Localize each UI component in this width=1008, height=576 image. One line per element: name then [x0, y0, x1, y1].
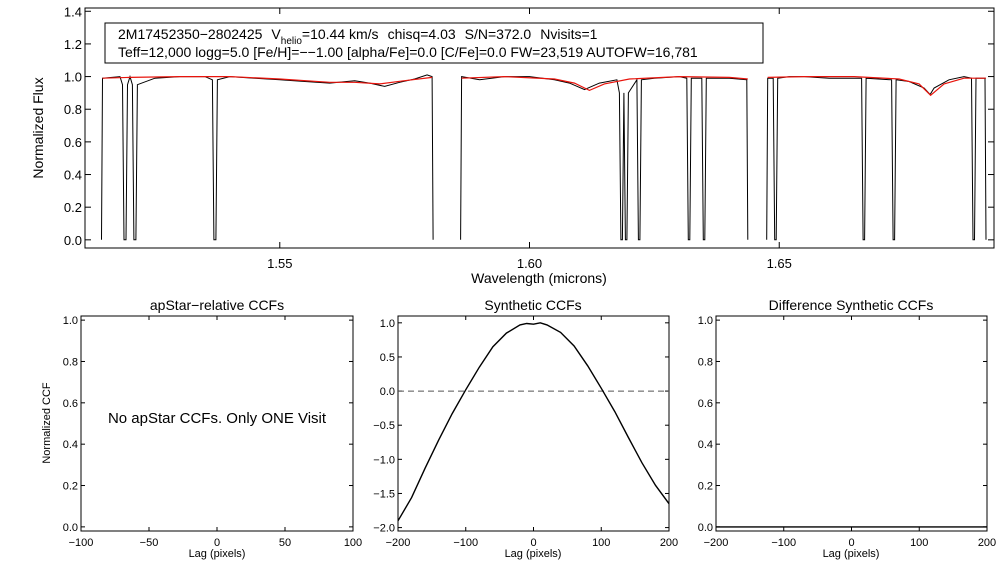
y-tick-label: 0.4: [63, 439, 78, 451]
vhelio-label: V: [271, 26, 281, 42]
synthetic-ccf-panel: Synthetic CCFs −200 −100 0 100 200 −2.0 −1.5 −1…: [373, 297, 678, 560]
y-tick-label: 0.0: [380, 386, 395, 398]
x-tick-label: −100: [771, 537, 796, 549]
x-tick-label: 1.65: [767, 256, 792, 271]
difference-ccf-title: Difference Synthetic CCFs: [769, 297, 934, 313]
synthetic-ccf-curve: [397, 322, 670, 522]
star-id: 2M17452350−2802425: [118, 26, 263, 42]
observed-spectrum: [101, 74, 987, 241]
y-tick-label: 0.5: [380, 352, 395, 364]
y-tick-label: 0.2: [64, 200, 82, 215]
y-tick-label: −0.5: [373, 420, 395, 432]
observed-chip-3: [766, 76, 987, 241]
spectrum-ylabel: Normalized Flux: [30, 77, 46, 178]
x-tick-label: −50: [140, 537, 159, 549]
synthetic-ccf-lines: [397, 322, 670, 522]
difference-ccf-panel: Difference Synthetic CCFs −200 −100 0 100 20…: [698, 297, 996, 560]
vhelio-subscript: helio: [281, 36, 303, 47]
apstar-ccf-ticks: −100 −50 0 50 100 0.0 0.2 0.4 0.6 0.8 1.0: [63, 315, 362, 549]
y-tick-label: 0.0: [698, 522, 713, 534]
y-tick-label: 1.2: [64, 37, 82, 52]
synthetic-ccf-title: Synthetic CCFs: [484, 297, 581, 313]
y-tick-label: 1.4: [64, 4, 82, 19]
x-tick-label: 200: [660, 537, 678, 549]
x-tick-label: 100: [344, 537, 362, 549]
synthetic-ccf-xlabel: Lag (pixels): [505, 548, 562, 560]
model-chip-3: [767, 75, 986, 97]
model-chip-1: [102, 75, 433, 85]
info-line-1: 2M17452350−2802425 Vhelio=10.44 km/s chisq…: [118, 26, 598, 47]
y-tick-label: 0.8: [698, 356, 713, 368]
snr-value: S/N=372.0: [465, 26, 532, 42]
y-tick-label: 0.4: [64, 168, 82, 183]
chisq-value: chisq=4.03: [388, 26, 456, 42]
no-ccf-message: No apStar CCFs. Only ONE Visit: [108, 410, 327, 427]
difference-ccf-xlabel: Lag (pixels): [823, 548, 880, 560]
vhelio-value: =10.44 km/s: [302, 26, 379, 42]
x-tick-label: 200: [978, 537, 996, 549]
y-tick-label: 1.0: [64, 70, 82, 85]
y-tick-label: 1.0: [63, 315, 78, 327]
apstar-ccf-xlabel: Lag (pixels): [189, 548, 246, 560]
y-tick-label: 1.0: [380, 318, 395, 330]
spectrum-plot-frame: [84, 7, 995, 249]
y-tick-label: 0.6: [63, 398, 78, 410]
y-tick-label: 0.8: [63, 356, 78, 368]
stellar-params: Teff=12,000 logg=5.0 [Fe/H]=−−1.00 [alph…: [118, 44, 698, 60]
x-tick-label: −200: [704, 537, 729, 549]
x-tick-label: 1.60: [517, 256, 542, 271]
y-tick-label: 0.2: [698, 481, 713, 493]
spectrum-xlabel: Wavelength (microns): [471, 270, 607, 286]
synthetic-ccf-ticks: −200 −100 0 100 200 −2.0 −1.5 −1.0 −0.5 0.0 0.5 1.0: [373, 316, 678, 549]
x-tick-label: 100: [592, 537, 610, 549]
y-tick-label: 0.2: [63, 481, 78, 493]
x-tick-label: −100: [69, 537, 94, 549]
y-tick-label: 0.6: [698, 398, 713, 410]
x-tick-label: 0: [530, 537, 536, 549]
synthetic-ccf-frame: [397, 315, 670, 532]
y-tick-label: 0.8: [64, 102, 82, 117]
y-tick-label: −1.5: [373, 488, 395, 500]
difference-ccf-ticks: −200 −100 0 100 200 0.0 0.2 0.4 0.6 0.8 1.0: [698, 315, 996, 549]
y-tick-label: 0.4: [698, 439, 713, 451]
x-tick-label: 100: [910, 537, 928, 549]
difference-ccf-frame: [715, 315, 988, 532]
x-tick-label: 50: [279, 537, 291, 549]
y-tick-label: 0.0: [64, 233, 82, 248]
observed-chip-2: [460, 76, 749, 241]
apstar-ccf-panel: apStar−relative CCFs −100 −50 0 50 100 0.0 0.2…: [41, 297, 362, 560]
y-tick-label: −2.0: [373, 523, 395, 535]
x-tick-label: −100: [453, 537, 478, 549]
x-tick-label: 1.55: [267, 256, 292, 271]
info-box: [104, 22, 764, 64]
observed-chip-1: [101, 74, 434, 241]
x-tick-label: 0: [848, 537, 854, 549]
y-tick-label: 0.0: [63, 522, 78, 534]
model-spectrum: [102, 75, 986, 97]
spectrum-ticks: 1.55 1.60 1.65 0.0 0.2 0.4 0.6 0.8 1.0 1.2 1.4: [64, 4, 994, 271]
y-tick-label: 0.6: [64, 135, 82, 150]
spectrum-panel: 1.55 1.60 1.65 0.0 0.2 0.4 0.6 0.8 1.0 1.2 1.4 2M1…: [30, 4, 995, 286]
apstar-ccf-title: apStar−relative CCFs: [150, 297, 284, 313]
y-tick-label: −1.0: [373, 454, 395, 466]
x-tick-label: 0: [214, 537, 220, 549]
y-tick-label: 1.0: [698, 315, 713, 327]
nvisits-value: Nvisits=1: [540, 26, 597, 42]
model-chip-2: [461, 75, 748, 92]
x-tick-label: −200: [386, 537, 411, 549]
apstar-ccf-ylabel: Normalized CCF: [41, 382, 53, 464]
